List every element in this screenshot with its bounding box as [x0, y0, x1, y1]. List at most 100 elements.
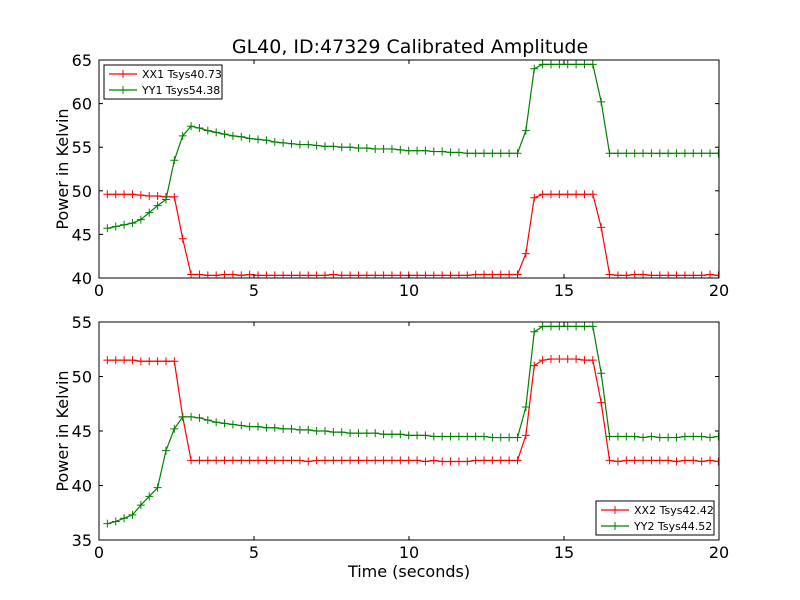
- data-point-marker: [170, 192, 179, 201]
- data-point-marker: [613, 432, 622, 441]
- top-plot: 0 5 10 15 20 40 45 50 55 60 65 Power in Kelvin XX1 T…: [53, 51, 729, 300]
- data-point-marker: [605, 149, 614, 158]
- data-point-marker: [463, 149, 472, 158]
- data-point-marker: [270, 423, 279, 432]
- data-point-marker: [572, 322, 581, 331]
- data-point-marker: [111, 517, 120, 526]
- data-point-marker: [346, 143, 355, 152]
- data-point-marker: [103, 224, 112, 233]
- data-point-marker: [203, 416, 212, 425]
- data-point-marker: [521, 431, 530, 440]
- data-point-marker: [680, 271, 689, 278]
- data-point-marker: [622, 456, 631, 465]
- data-point-marker: [521, 126, 530, 135]
- data-point-marker: [362, 271, 371, 278]
- data-point-marker: [647, 149, 656, 158]
- data-point-marker: [597, 97, 606, 106]
- data-point-marker: [488, 433, 497, 442]
- data-point-marker: [279, 138, 288, 147]
- data-point-marker: [521, 403, 530, 412]
- data-point-marker: [103, 519, 112, 528]
- data-point-marker: [463, 432, 472, 441]
- data-point-marker: [128, 356, 137, 365]
- data-point-marker: [396, 271, 405, 278]
- data-point-marker: [555, 355, 564, 364]
- data-point-marker: [203, 271, 212, 278]
- data-point-marker: [538, 60, 547, 69]
- data-point-marker: [714, 271, 719, 278]
- x-tick-label: 20: [709, 281, 729, 300]
- data-point-marker: [287, 271, 296, 278]
- series-yy1: [103, 60, 719, 233]
- data-point-marker: [404, 431, 413, 440]
- data-point-marker: [396, 145, 405, 154]
- data-point-marker: [237, 421, 246, 430]
- data-point-marker: [161, 446, 170, 455]
- data-point-marker: [429, 147, 438, 156]
- data-point-marker: [597, 398, 606, 407]
- data-point-marker: [471, 456, 480, 465]
- data-point-marker: [262, 136, 271, 145]
- data-point-marker: [639, 433, 648, 442]
- data-point-marker: [630, 432, 639, 441]
- data-point-marker: [513, 456, 522, 465]
- data-point-marker: [228, 270, 237, 278]
- data-point-marker: [630, 456, 639, 465]
- data-point-marker: [312, 141, 321, 150]
- data-point-marker: [697, 432, 706, 441]
- data-point-marker: [672, 457, 681, 466]
- data-point-marker: [438, 457, 447, 466]
- data-point-marker: [245, 456, 254, 465]
- data-point-marker: [103, 356, 112, 365]
- data-point-marker: [228, 131, 237, 140]
- x-tick-label: 5: [249, 281, 259, 300]
- data-point-marker: [538, 190, 547, 199]
- data-point-marker: [639, 149, 648, 158]
- x-tick-label: 5: [249, 543, 259, 562]
- data-point-marker: [195, 124, 204, 133]
- data-point-marker: [212, 456, 221, 465]
- data-point-marker: [480, 149, 489, 158]
- data-point-marker: [329, 456, 338, 465]
- data-point-marker: [304, 271, 313, 278]
- data-point-marker: [664, 271, 673, 278]
- data-point-marker: [488, 149, 497, 158]
- y-tick-label: 50: [72, 368, 92, 387]
- data-point-marker: [279, 456, 288, 465]
- data-point-marker: [404, 456, 413, 465]
- data-point-marker: [605, 270, 614, 278]
- data-point-marker: [346, 456, 355, 465]
- data-point-marker: [287, 139, 296, 148]
- data-point-marker: [597, 223, 606, 232]
- data-point-marker: [362, 144, 371, 153]
- data-point-marker: [329, 142, 338, 151]
- data-point-marker: [329, 270, 338, 278]
- data-point-marker: [161, 195, 170, 204]
- data-point-marker: [111, 356, 120, 365]
- data-point-marker: [421, 457, 430, 466]
- data-point-marker: [362, 429, 371, 438]
- data-point-marker: [421, 431, 430, 440]
- data-point-marker: [630, 149, 639, 158]
- data-point-marker: [672, 271, 681, 278]
- data-point-marker: [588, 356, 597, 365]
- data-point-marker: [362, 456, 371, 465]
- legend-box: [103, 64, 223, 100]
- data-point-marker: [463, 271, 472, 278]
- data-point-marker: [413, 456, 422, 465]
- y-tick-label: 45: [72, 225, 92, 244]
- data-point-marker: [396, 430, 405, 439]
- data-point-marker: [622, 271, 631, 278]
- x-tick-label: 20: [709, 543, 729, 562]
- data-point-marker: [454, 457, 463, 466]
- data-point-marker: [463, 457, 472, 466]
- data-point-marker: [672, 433, 681, 442]
- data-point-marker: [480, 456, 489, 465]
- chart-title: GL40, ID:47329 Calibrated Amplitude: [232, 36, 588, 58]
- data-point-marker: [254, 135, 263, 144]
- data-point-marker: [555, 60, 564, 69]
- data-point-marker: [588, 60, 597, 69]
- data-point-marker: [480, 270, 489, 278]
- data-point-marker: [379, 456, 388, 465]
- x-axis-label: Time (seconds): [347, 562, 470, 581]
